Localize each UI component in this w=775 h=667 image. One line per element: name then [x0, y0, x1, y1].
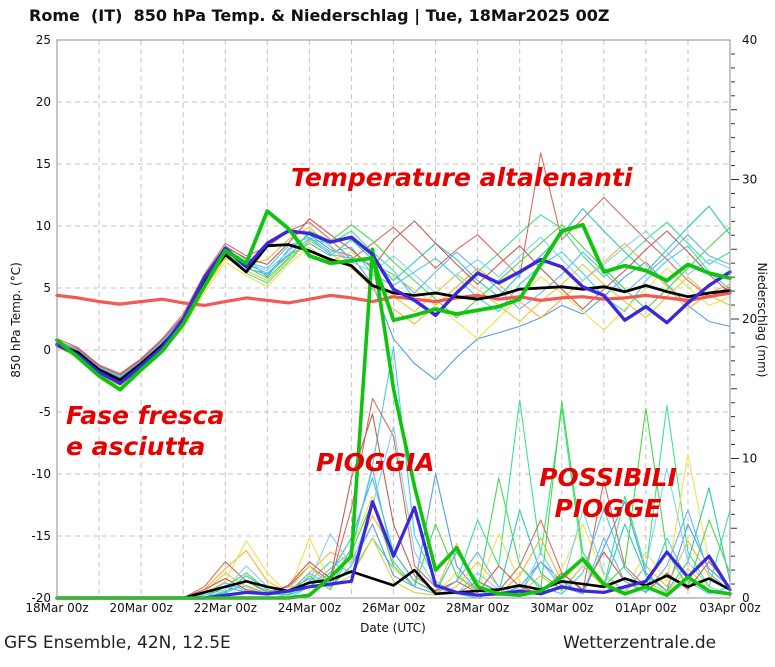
y-right-tick-label: 20 [742, 312, 757, 326]
x-tick-label: 30Mar 00z [530, 601, 593, 615]
temp-member-line [56, 218, 731, 376]
site-credit-text: Wetterzentrale.de [563, 633, 717, 653]
y-left-tick-label: 15 [36, 157, 51, 171]
x-tick-label: 26Mar 00z [362, 601, 425, 615]
temp-operational-line [55, 209, 732, 392]
y-left-tick-label: 10 [36, 219, 51, 233]
temp-member-line [56, 152, 731, 375]
x-tick-label: 18Mar 00z [25, 601, 88, 615]
y-left-tick-label: 25 [36, 33, 51, 47]
y-right-tick-label: 10 [742, 452, 757, 466]
x-tick-label: 28Mar 00z [446, 601, 509, 615]
climate-mean-line [55, 291, 732, 307]
x-tick-label: 22Mar 00z [194, 601, 257, 615]
chart-title: Rome (IT) 850 hPa Temp. & Niederschlag |… [29, 6, 610, 25]
model-info-text: GFS Ensemble, 42N, 12.5E [4, 633, 231, 653]
x-tick-label: 03Apr 00z [699, 601, 760, 615]
y-left-tick-label: 20 [36, 95, 51, 109]
x-axis-label: Date (UTC) [360, 621, 426, 635]
y-left-tick-label: -15 [31, 529, 51, 543]
temp-member-line [56, 230, 731, 380]
y-right-tick-label: 0 [742, 591, 750, 605]
x-tick-label: 24Mar 00z [278, 601, 341, 615]
y-left-tick-label: -5 [39, 405, 51, 419]
y-right-tick-label: 40 [742, 33, 757, 47]
x-tick-label: 01Apr 00z [615, 601, 676, 615]
annotation-rain: PIOGGIA [316, 448, 435, 477]
plot-border [56, 39, 731, 599]
y-left-tick-label: 0 [43, 343, 51, 357]
y-right-tick-label: 30 [742, 173, 757, 187]
y-left-tick-label: -20 [31, 591, 51, 605]
annotation-cool-dry-phase: Fase fresca e asciutta [66, 401, 225, 461]
y-left-tick-label: 5 [43, 281, 51, 295]
temp-control-line [55, 229, 732, 386]
y-axis-label-temperature: 850 hPa Temp. (°C) [9, 262, 23, 378]
annotation-fluctuating-temperatures: Temperature altalenanti [291, 163, 633, 192]
temp-member-line [56, 234, 731, 378]
x-tick-label: 20Mar 00z [109, 601, 172, 615]
y-axis-label-precipitation: Niederschlag (mm) [755, 262, 769, 378]
annotation-possible-rains: POSSIBILI PIOGGE [539, 463, 677, 523]
y-left-tick-label: -10 [31, 467, 51, 481]
